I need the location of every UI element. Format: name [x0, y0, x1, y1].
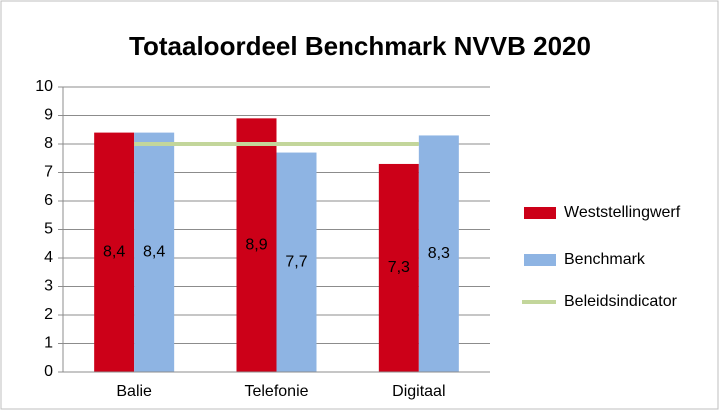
y-tick-label: 0	[44, 363, 53, 380]
x-tick-label: Digitaal	[392, 383, 445, 400]
data-label: 8,9	[245, 236, 267, 253]
y-tick-label: 9	[44, 107, 53, 124]
data-label: 7,7	[285, 253, 307, 270]
y-tick-label: 3	[44, 278, 53, 295]
y-tick-label: 6	[44, 192, 53, 209]
bar	[94, 132, 135, 372]
y-tick-label: 7	[44, 164, 53, 181]
y-tick-label: 10	[35, 78, 53, 95]
x-tick-label: Telefonie	[244, 383, 308, 400]
chart-title: Totaaloordeel Benchmark NVVB 2020	[129, 31, 591, 61]
y-tick-label: 8	[44, 135, 53, 152]
bar	[378, 163, 419, 372]
y-tick-label: 4	[44, 249, 53, 266]
data-label: 7,3	[388, 259, 410, 276]
data-label: 8,4	[143, 244, 165, 261]
bar	[236, 118, 277, 372]
y-tick-label: 2	[44, 306, 53, 323]
bar	[418, 135, 459, 372]
legend-label: Beleidsindicator	[564, 293, 678, 310]
bar	[134, 132, 175, 372]
data-label: 8,3	[428, 245, 450, 262]
y-tick-label: 1	[44, 335, 53, 352]
bar	[276, 152, 317, 372]
data-label: 8,4	[103, 244, 125, 261]
x-tick-label: Balie	[116, 383, 152, 400]
legend-label: Benchmark	[564, 251, 646, 268]
y-tick-label: 5	[44, 221, 53, 238]
legend-label: Weststellingwerf	[564, 204, 681, 221]
legend-swatch	[524, 207, 556, 219]
legend-swatch	[524, 254, 556, 266]
